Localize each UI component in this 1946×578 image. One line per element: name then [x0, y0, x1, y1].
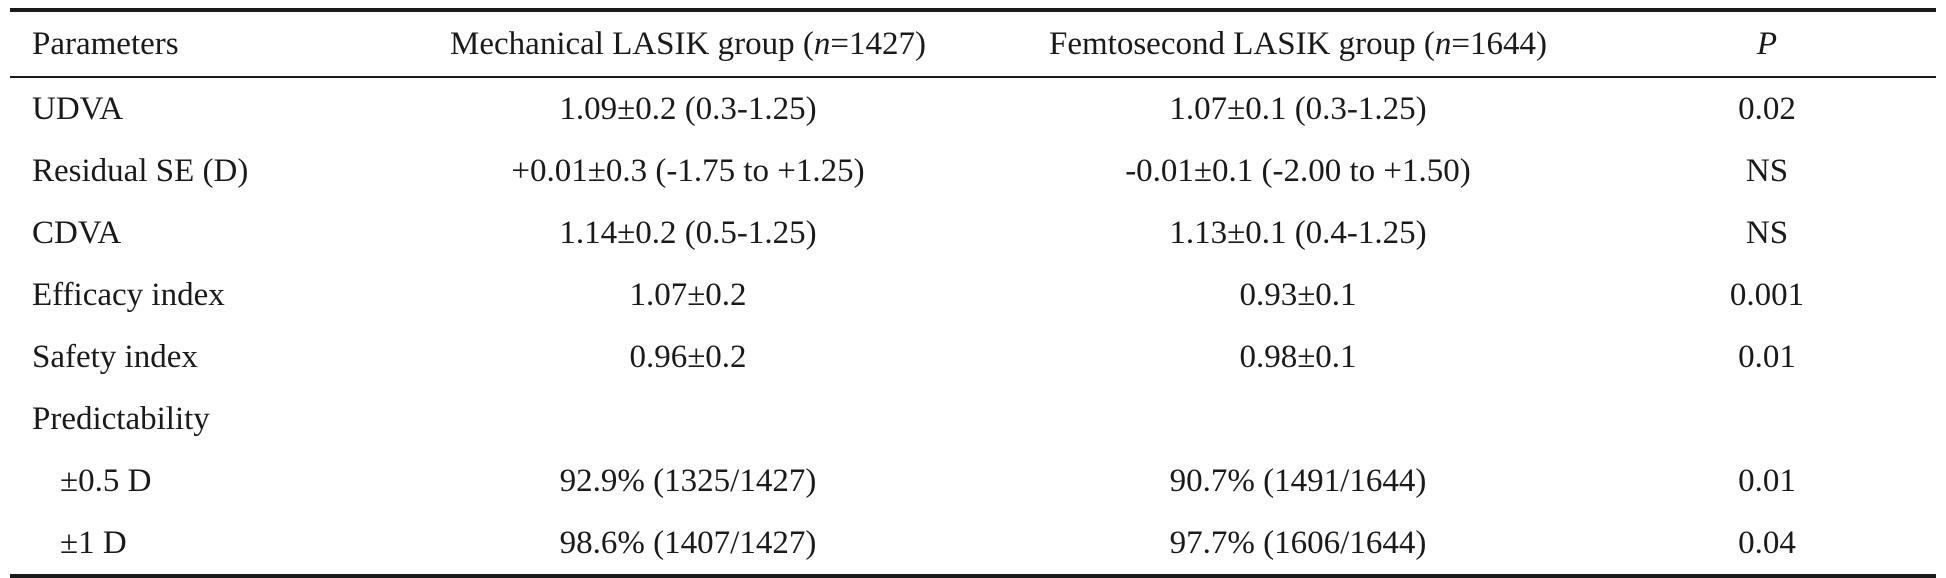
header-mechanical-post: =1427) [830, 25, 926, 62]
row-p-value [1598, 388, 1936, 450]
row-p-value: 0.02 [1738, 90, 1796, 127]
results-table-container: Parameters Mechanical LASIK group (n=142… [10, 8, 1936, 578]
table-header: Parameters Mechanical LASIK group (n=142… [10, 10, 1936, 77]
row-mechanical-value: 1.07±0.2 [629, 276, 747, 313]
row-parameter: Residual SE (D) [32, 152, 249, 189]
table-row: ±1 D 98.6% (1407/1427) 97.7% (1606/1644)… [10, 512, 1936, 576]
row-parameter: Predictability [32, 400, 210, 437]
header-p-value: P [1756, 25, 1778, 62]
row-femtosecond-value: 0.98±0.1 [1239, 338, 1357, 375]
header-femtosecond-lasik: Femtosecond LASIK group (n=1644) [998, 10, 1598, 77]
row-parameter: Efficacy index [32, 276, 225, 313]
header-mechanical-lasik: Mechanical LASIK group (n=1427) [378, 10, 998, 77]
table-row: ±0.5 D 92.9% (1325/1427) 90.7% (1491/164… [10, 450, 1936, 512]
row-mechanical-value: 1.09±0.2 (0.3-1.25) [559, 90, 817, 127]
row-parameter: UDVA [32, 90, 124, 127]
row-femtosecond-value: -0.01±0.1 (-2.00 to +1.50) [1125, 152, 1471, 189]
row-mechanical-value: +0.01±0.3 (-1.75 to +1.25) [511, 152, 865, 189]
table-row: Safety index 0.96±0.2 0.98±0.1 0.01 [10, 326, 1936, 388]
row-p-value: NS [1745, 214, 1789, 251]
table-row: UDVA 1.09±0.2 (0.3-1.25) 1.07±0.1 (0.3-1… [10, 77, 1936, 140]
header-femtosecond-pre: Femtosecond LASIK group ( [1049, 25, 1435, 62]
row-femtosecond-value: 97.7% (1606/1644) [1169, 524, 1427, 561]
header-femtosecond-n: n [1434, 25, 1452, 62]
row-p-value: NS [1745, 152, 1789, 189]
row-parameter: ±1 D [60, 524, 127, 561]
row-femtosecond-value: 1.13±0.1 (0.4-1.25) [1169, 214, 1427, 251]
row-p-value: 0.04 [1738, 524, 1796, 561]
results-table: Parameters Mechanical LASIK group (n=142… [10, 8, 1936, 578]
table-row: Efficacy index 1.07±0.2 0.93±0.1 0.001 [10, 264, 1936, 326]
row-p-value: 0.01 [1738, 462, 1796, 499]
row-parameter: CDVA [32, 214, 122, 251]
header-femtosecond-post: =1644) [1451, 25, 1547, 62]
row-femtosecond-value: 90.7% (1491/1644) [1169, 462, 1427, 499]
table-row: Predictability [10, 388, 1936, 450]
row-mechanical-value: 98.6% (1407/1427) [559, 524, 817, 561]
row-femtosecond-value: 0.93±0.1 [1239, 276, 1357, 313]
header-mechanical-n: n [813, 25, 831, 62]
row-p-value: 0.001 [1729, 276, 1805, 313]
row-mechanical-value: 92.9% (1325/1427) [559, 462, 817, 499]
row-mechanical-value: 0.96±0.2 [629, 338, 747, 375]
row-parameter: ±0.5 D [60, 462, 152, 499]
table-body: UDVA 1.09±0.2 (0.3-1.25) 1.07±0.1 (0.3-1… [10, 77, 1936, 576]
row-mechanical-value: 1.14±0.2 (0.5-1.25) [559, 214, 817, 251]
row-p-value: 0.01 [1738, 338, 1796, 375]
header-mechanical-pre: Mechanical LASIK group ( [450, 25, 814, 62]
row-parameter: Safety index [32, 338, 198, 375]
row-femtosecond-value [998, 388, 1598, 450]
table-row: CDVA 1.14±0.2 (0.5-1.25) 1.13±0.1 (0.4-1… [10, 202, 1936, 264]
header-parameters: Parameters [32, 25, 179, 62]
header-row: Parameters Mechanical LASIK group (n=142… [10, 10, 1936, 77]
table-row: Residual SE (D) +0.01±0.3 (-1.75 to +1.2… [10, 140, 1936, 202]
row-femtosecond-value: 1.07±0.1 (0.3-1.25) [1169, 90, 1427, 127]
row-mechanical-value [378, 388, 998, 450]
